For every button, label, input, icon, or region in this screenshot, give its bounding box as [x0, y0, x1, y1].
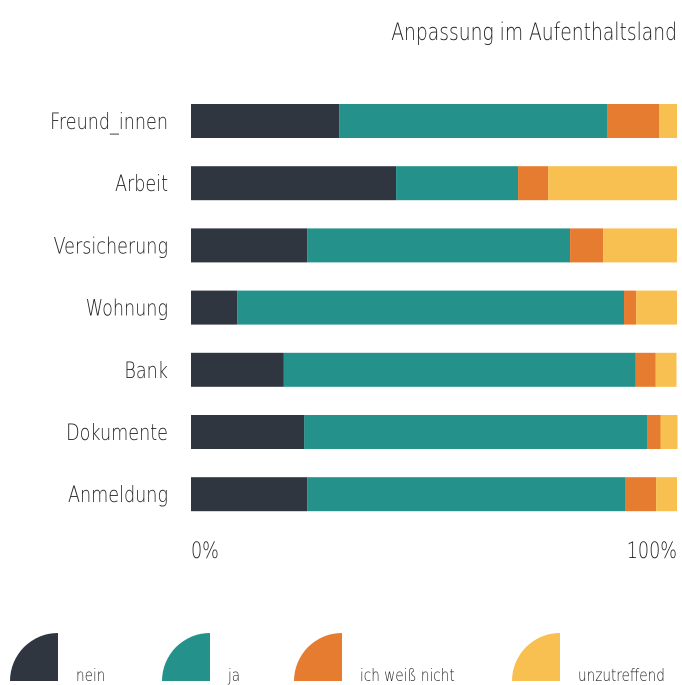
y-tick-label: Wohnung: [86, 296, 168, 321]
bar-segment: [191, 104, 340, 138]
x-tick-label: 0%: [191, 538, 219, 563]
legend-label: unzutreffend: [578, 666, 665, 685]
bar-segment: [570, 228, 604, 263]
bar-segment: [191, 290, 238, 325]
bar-segment: [191, 477, 308, 512]
y-tick-label: Dokumente: [66, 420, 168, 445]
bar-segment: [636, 290, 677, 325]
x-tick-label: 100%: [627, 538, 677, 563]
legend-label: ich weiß nicht: [360, 666, 455, 685]
y-tick-label: Versicherung: [54, 234, 168, 259]
legend-swatch: [10, 633, 58, 681]
y-tick-label: Anmeldung: [68, 482, 168, 507]
legend-label: ja: [227, 666, 240, 685]
bar-segment: [635, 352, 656, 387]
y-tick-label: Bank: [124, 358, 168, 383]
bar-segment: [191, 415, 305, 449]
bar-segment: [656, 477, 677, 512]
bar-segment: [339, 104, 608, 138]
y-tick-label: Freund_innen: [50, 109, 168, 134]
y-tick-label: Arbeit: [115, 171, 168, 196]
chart-title: Anpassung im Aufenthaltsland: [391, 19, 677, 47]
bar-segment: [307, 477, 625, 512]
bar-segment: [624, 290, 637, 325]
bar-segment: [603, 228, 677, 263]
bar-segment: [191, 228, 308, 263]
bar-segment: [283, 352, 636, 387]
bar-segment: [191, 166, 397, 201]
legend-label: nein: [76, 666, 105, 685]
bar-segment: [655, 352, 677, 387]
bar-segment: [607, 104, 660, 138]
bar-segment: [191, 352, 284, 387]
bar-segment: [518, 166, 549, 201]
bar-segment: [396, 166, 519, 201]
legend-swatch: [512, 633, 560, 681]
legend-swatch: [294, 633, 342, 681]
legend-swatch: [162, 633, 210, 681]
bar-segment: [304, 415, 648, 449]
bar-segment: [307, 228, 571, 263]
bar-segment: [647, 415, 661, 449]
bar-segment: [548, 166, 677, 201]
bar-segment: [624, 477, 657, 512]
bar-segment: [660, 415, 678, 449]
bar-segment: [237, 290, 625, 325]
bar-segment: [659, 104, 677, 138]
